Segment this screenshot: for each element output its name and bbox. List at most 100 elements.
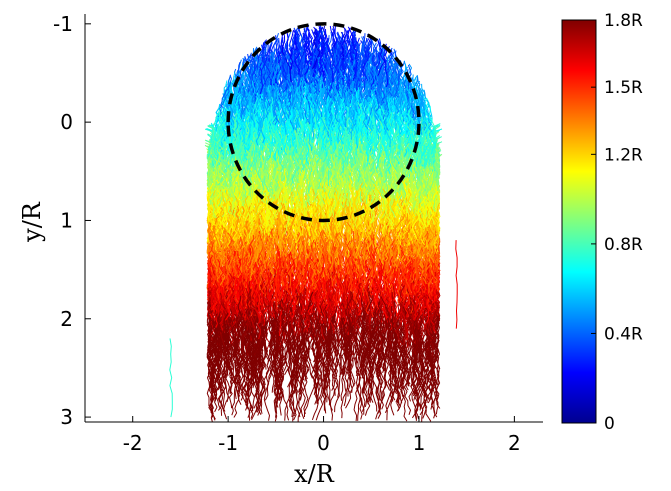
trajectory-segment xyxy=(271,319,280,371)
trajectory-segment xyxy=(353,39,363,82)
trajectory-segment xyxy=(387,354,397,402)
trajectory-segment xyxy=(368,331,379,378)
trajectory-segment xyxy=(303,159,314,205)
trajectory-segment xyxy=(224,353,231,402)
trajectory-segment xyxy=(343,290,351,334)
trajectory-segment xyxy=(279,252,287,302)
trajectory-segment xyxy=(264,129,272,174)
trajectory-segment xyxy=(291,269,298,307)
trajectory-segment xyxy=(352,30,361,73)
trajectory-segment xyxy=(346,156,353,207)
trajectory-segment xyxy=(234,355,242,400)
trajectory-segment xyxy=(391,282,396,327)
trajectory-segment xyxy=(297,115,307,160)
trajectory-segment xyxy=(360,345,367,394)
trajectory-segment xyxy=(370,149,374,195)
trajectory-segment xyxy=(299,231,306,282)
trajectory-segment xyxy=(266,256,275,295)
trajectory-segment xyxy=(273,370,279,422)
trajectory-segment xyxy=(386,150,393,190)
trajectory-segment xyxy=(428,260,434,297)
trajectory-segment xyxy=(266,164,279,204)
trajectory-segment xyxy=(260,365,266,414)
trajectory-segment xyxy=(274,97,281,132)
trajectory-segment xyxy=(399,194,409,230)
trajectory-segment xyxy=(239,357,247,401)
trajectory-segment xyxy=(267,130,276,164)
trajectory-segment xyxy=(289,354,298,406)
trajectory-segment xyxy=(408,354,415,402)
trajectory-segment xyxy=(387,112,392,157)
trajectory-segment xyxy=(380,364,389,410)
trajectory-segment xyxy=(210,375,218,418)
trajectory-segment xyxy=(290,27,297,68)
trajectory-segment xyxy=(322,277,330,324)
trajectory-segment xyxy=(281,134,289,182)
trajectory-segment xyxy=(222,375,230,420)
trajectory-segment xyxy=(300,366,308,419)
trajectory-segment xyxy=(263,236,269,280)
trajectory-segment xyxy=(322,360,330,412)
trajectory-segment xyxy=(362,314,366,362)
trajectory-segment xyxy=(351,184,362,230)
trajectory-segment xyxy=(363,227,373,272)
trajectory-segment xyxy=(288,102,298,154)
trajectory-segment xyxy=(209,179,215,205)
trajectory-segment xyxy=(262,324,269,370)
trajectory-segment xyxy=(387,289,393,332)
trajectory-segment xyxy=(307,30,314,69)
trajectory-segment xyxy=(276,87,288,135)
trajectory-segment xyxy=(287,304,293,356)
trajectory-segment xyxy=(297,284,307,336)
trajectory-lines xyxy=(169,24,458,422)
trajectory-segment xyxy=(236,349,244,397)
trajectory-segment xyxy=(270,228,285,262)
trajectory-segment xyxy=(343,99,351,143)
trajectory-segment xyxy=(367,352,373,403)
trajectory-segment xyxy=(335,32,346,76)
trajectory-segment xyxy=(354,361,365,415)
trajectory-segment xyxy=(355,148,363,202)
trajectory-segment xyxy=(325,331,334,382)
trajectory-segment xyxy=(422,350,430,385)
trajectory-segment xyxy=(256,120,265,167)
trajectory-segment xyxy=(417,315,424,355)
trajectory-segment xyxy=(340,328,347,377)
trajectory-segment xyxy=(360,285,371,332)
trajectory-segment xyxy=(391,105,399,143)
trajectory-segment xyxy=(214,363,222,413)
trajectory-segment xyxy=(236,87,242,120)
trajectory-segment xyxy=(344,55,354,107)
trajectory-segment xyxy=(334,344,340,398)
trajectory-segment xyxy=(359,217,369,264)
trajectory-segment xyxy=(344,314,351,359)
trajectory-segment xyxy=(345,105,351,157)
trajectory-segment xyxy=(364,354,371,405)
trajectory-segment xyxy=(384,364,397,414)
trajectory-segment xyxy=(377,353,383,403)
trajectory-segment xyxy=(227,330,235,374)
trajectory-segment xyxy=(355,201,362,256)
trajectory-segment xyxy=(290,357,297,413)
trajectory-segment xyxy=(363,264,370,298)
trajectory-segment xyxy=(273,350,281,401)
trajectory-segment xyxy=(324,355,331,406)
trajectory-segment xyxy=(283,143,296,182)
trajectory-segment xyxy=(421,379,428,419)
trajectory-segment xyxy=(253,50,262,93)
trajectory-segment xyxy=(220,304,232,330)
trajectory-segment xyxy=(346,164,356,208)
trajectory-segment xyxy=(370,281,380,327)
trajectory-segment xyxy=(275,62,283,106)
trajectory-segment xyxy=(301,330,308,381)
trajectory-segment xyxy=(346,40,358,87)
trajectory-segment xyxy=(270,84,280,126)
trajectory-segment xyxy=(385,347,396,401)
trajectory-segment xyxy=(286,146,294,184)
trajectory-segment xyxy=(270,105,278,150)
trajectory-segment xyxy=(353,308,360,362)
trajectory-segment xyxy=(269,268,278,320)
trajectory-segment xyxy=(270,37,280,86)
